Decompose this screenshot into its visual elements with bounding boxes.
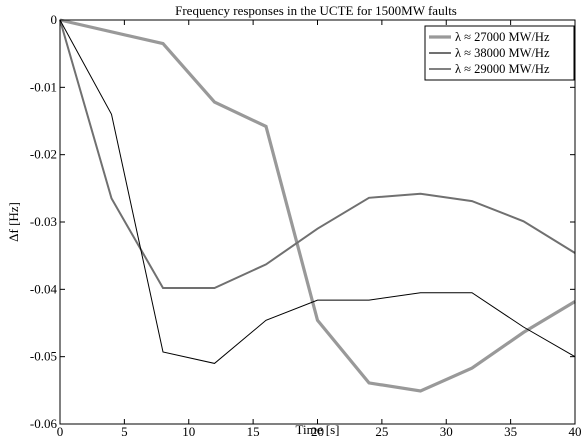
series-line-1 bbox=[59, 18, 576, 393]
y-tick-label: -0.05 bbox=[30, 349, 57, 364]
legend-entry-3: λ ≈ 29000 MW/Hz bbox=[455, 62, 550, 76]
legend: λ ≈ 27000 MW/Hz λ ≈ 38000 MW/Hz λ ≈ 29000 … bbox=[424, 25, 575, 81]
x-tick-label: 20 bbox=[311, 424, 324, 436]
y-tick-label: -0.06 bbox=[30, 416, 58, 431]
x-tick-label: 35 bbox=[504, 424, 517, 436]
series-line-2 bbox=[59, 19, 576, 289]
series-layer bbox=[59, 18, 576, 393]
y-tick-label: -0.03 bbox=[30, 214, 57, 229]
x-tick-label: 5 bbox=[121, 424, 128, 436]
x-axis-label: Time [s] bbox=[296, 422, 340, 436]
y-tick-label: -0.04 bbox=[30, 281, 58, 296]
y-tick-label: 0 bbox=[51, 12, 58, 27]
legend-entry-2: λ ≈ 38000 MW/Hz bbox=[455, 46, 550, 60]
x-tick-label: 40 bbox=[569, 424, 582, 436]
plot-frame bbox=[59, 19, 576, 425]
x-tick-label: 0 bbox=[57, 424, 64, 436]
ticks-layer: 0 5 10 15 20 25 30 35 40 0 -0.01 -0.02 -0.03 -0.04 -0.… bbox=[30, 12, 582, 436]
x-tick-label: 10 bbox=[182, 424, 195, 436]
x-tick-label: 25 bbox=[375, 424, 388, 436]
y-tick-label: -0.02 bbox=[30, 147, 57, 162]
x-tick-label: 30 bbox=[440, 424, 453, 436]
series-line-3 bbox=[59, 19, 576, 364]
y-axis-label: Δf [Hz] bbox=[6, 202, 21, 242]
legend-entry-1: λ ≈ 27000 MW/Hz bbox=[455, 30, 550, 44]
y-tick-label: -0.01 bbox=[30, 79, 57, 94]
chart-title: Frequency responses in the UCTE for 1500… bbox=[175, 3, 457, 18]
x-tick-label: 15 bbox=[247, 424, 260, 436]
